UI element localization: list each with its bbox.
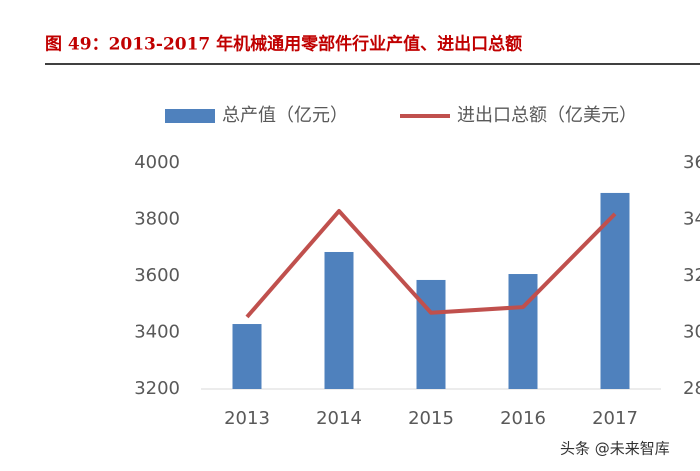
legend-label: 总产值（亿元） [222, 105, 348, 126]
y-tick-label: 3600 [134, 265, 180, 286]
x-tick-label: 2013 [224, 408, 270, 429]
bar [232, 324, 262, 389]
y-tick-label: 3400 [134, 322, 180, 343]
y-tick-label: 3800 [134, 209, 180, 230]
legend-swatch [165, 109, 215, 123]
y-tick-label: 3200 [134, 378, 180, 399]
y2-tick-label: 340 [683, 209, 700, 230]
y2-tick-label: 320 [683, 265, 700, 286]
watermark: 头条 @未来智库 [560, 440, 670, 458]
y2-tick-label: 280 [683, 378, 700, 399]
x-tick-label: 2015 [408, 408, 454, 429]
bar [416, 279, 446, 389]
x-tick-label: 2014 [316, 408, 362, 429]
y-tick-label: 4000 [134, 152, 180, 173]
chart-title: 图 49：2013-2017 年机械通用零部件行业产值、进出口总额 [45, 34, 522, 55]
bar [508, 274, 538, 389]
x-tick-label: 2016 [500, 408, 546, 429]
bar [324, 251, 354, 389]
y2-tick-label: 360 [683, 152, 700, 173]
line-series [245, 209, 617, 319]
x-tick-label: 2017 [592, 408, 638, 429]
legend-label: 进出口总额（亿美元） [457, 105, 637, 126]
y2-tick-label: 300 [683, 322, 700, 343]
